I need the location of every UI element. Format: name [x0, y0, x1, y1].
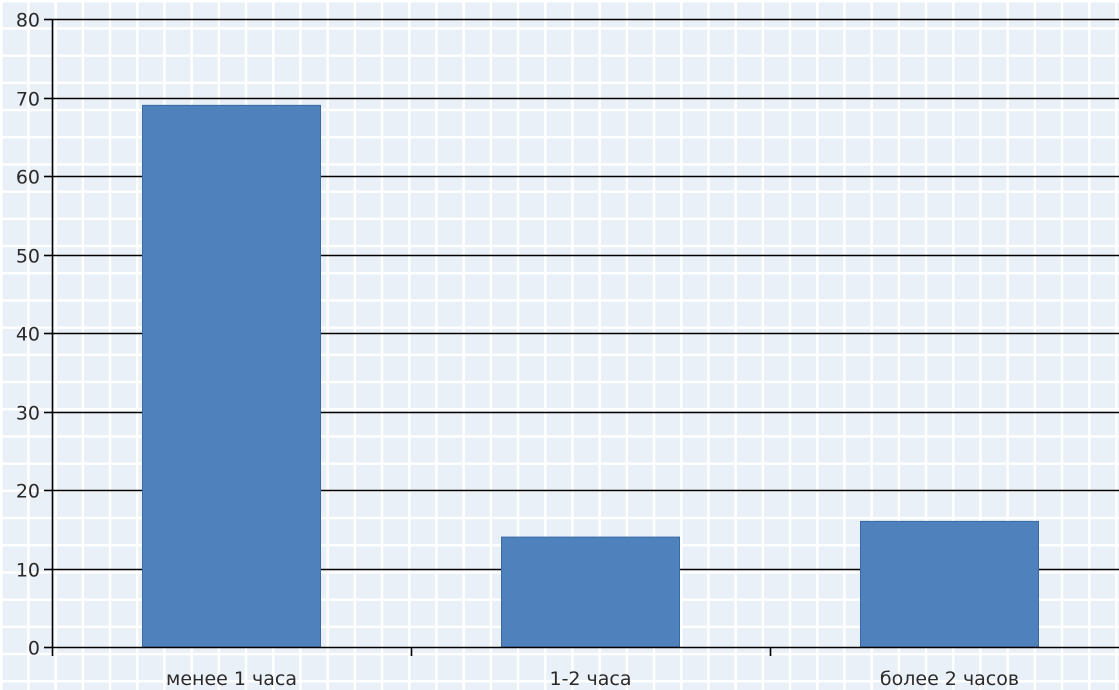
x-tick-label: более 2 часов: [880, 668, 1019, 690]
y-tick-label: 80: [16, 10, 40, 32]
y-tick-label: 70: [16, 89, 40, 111]
bar: [501, 536, 680, 648]
y-tick-label: 20: [16, 481, 40, 503]
y-tick-labels: 0 10 20 30 40 50 60 70 80: [16, 10, 40, 660]
y-tick-label: 0: [28, 638, 40, 660]
y-tick-label: 50: [16, 246, 40, 268]
x-tick-label: 1-2 часа: [549, 668, 631, 690]
axes: [44, 18, 1119, 656]
y-tick-label: 60: [16, 167, 40, 189]
x-tick-label: менее 1 часа: [166, 668, 297, 690]
y-tick-label: 40: [16, 324, 40, 346]
y-tick-label: 10: [16, 560, 40, 582]
bar: [860, 520, 1039, 648]
bars: [142, 104, 1039, 648]
bar: [142, 104, 321, 648]
x-tick-labels: менее 1 часа 1-2 часа более 2 часов: [166, 668, 1019, 690]
y-tick-label: 30: [16, 403, 40, 425]
